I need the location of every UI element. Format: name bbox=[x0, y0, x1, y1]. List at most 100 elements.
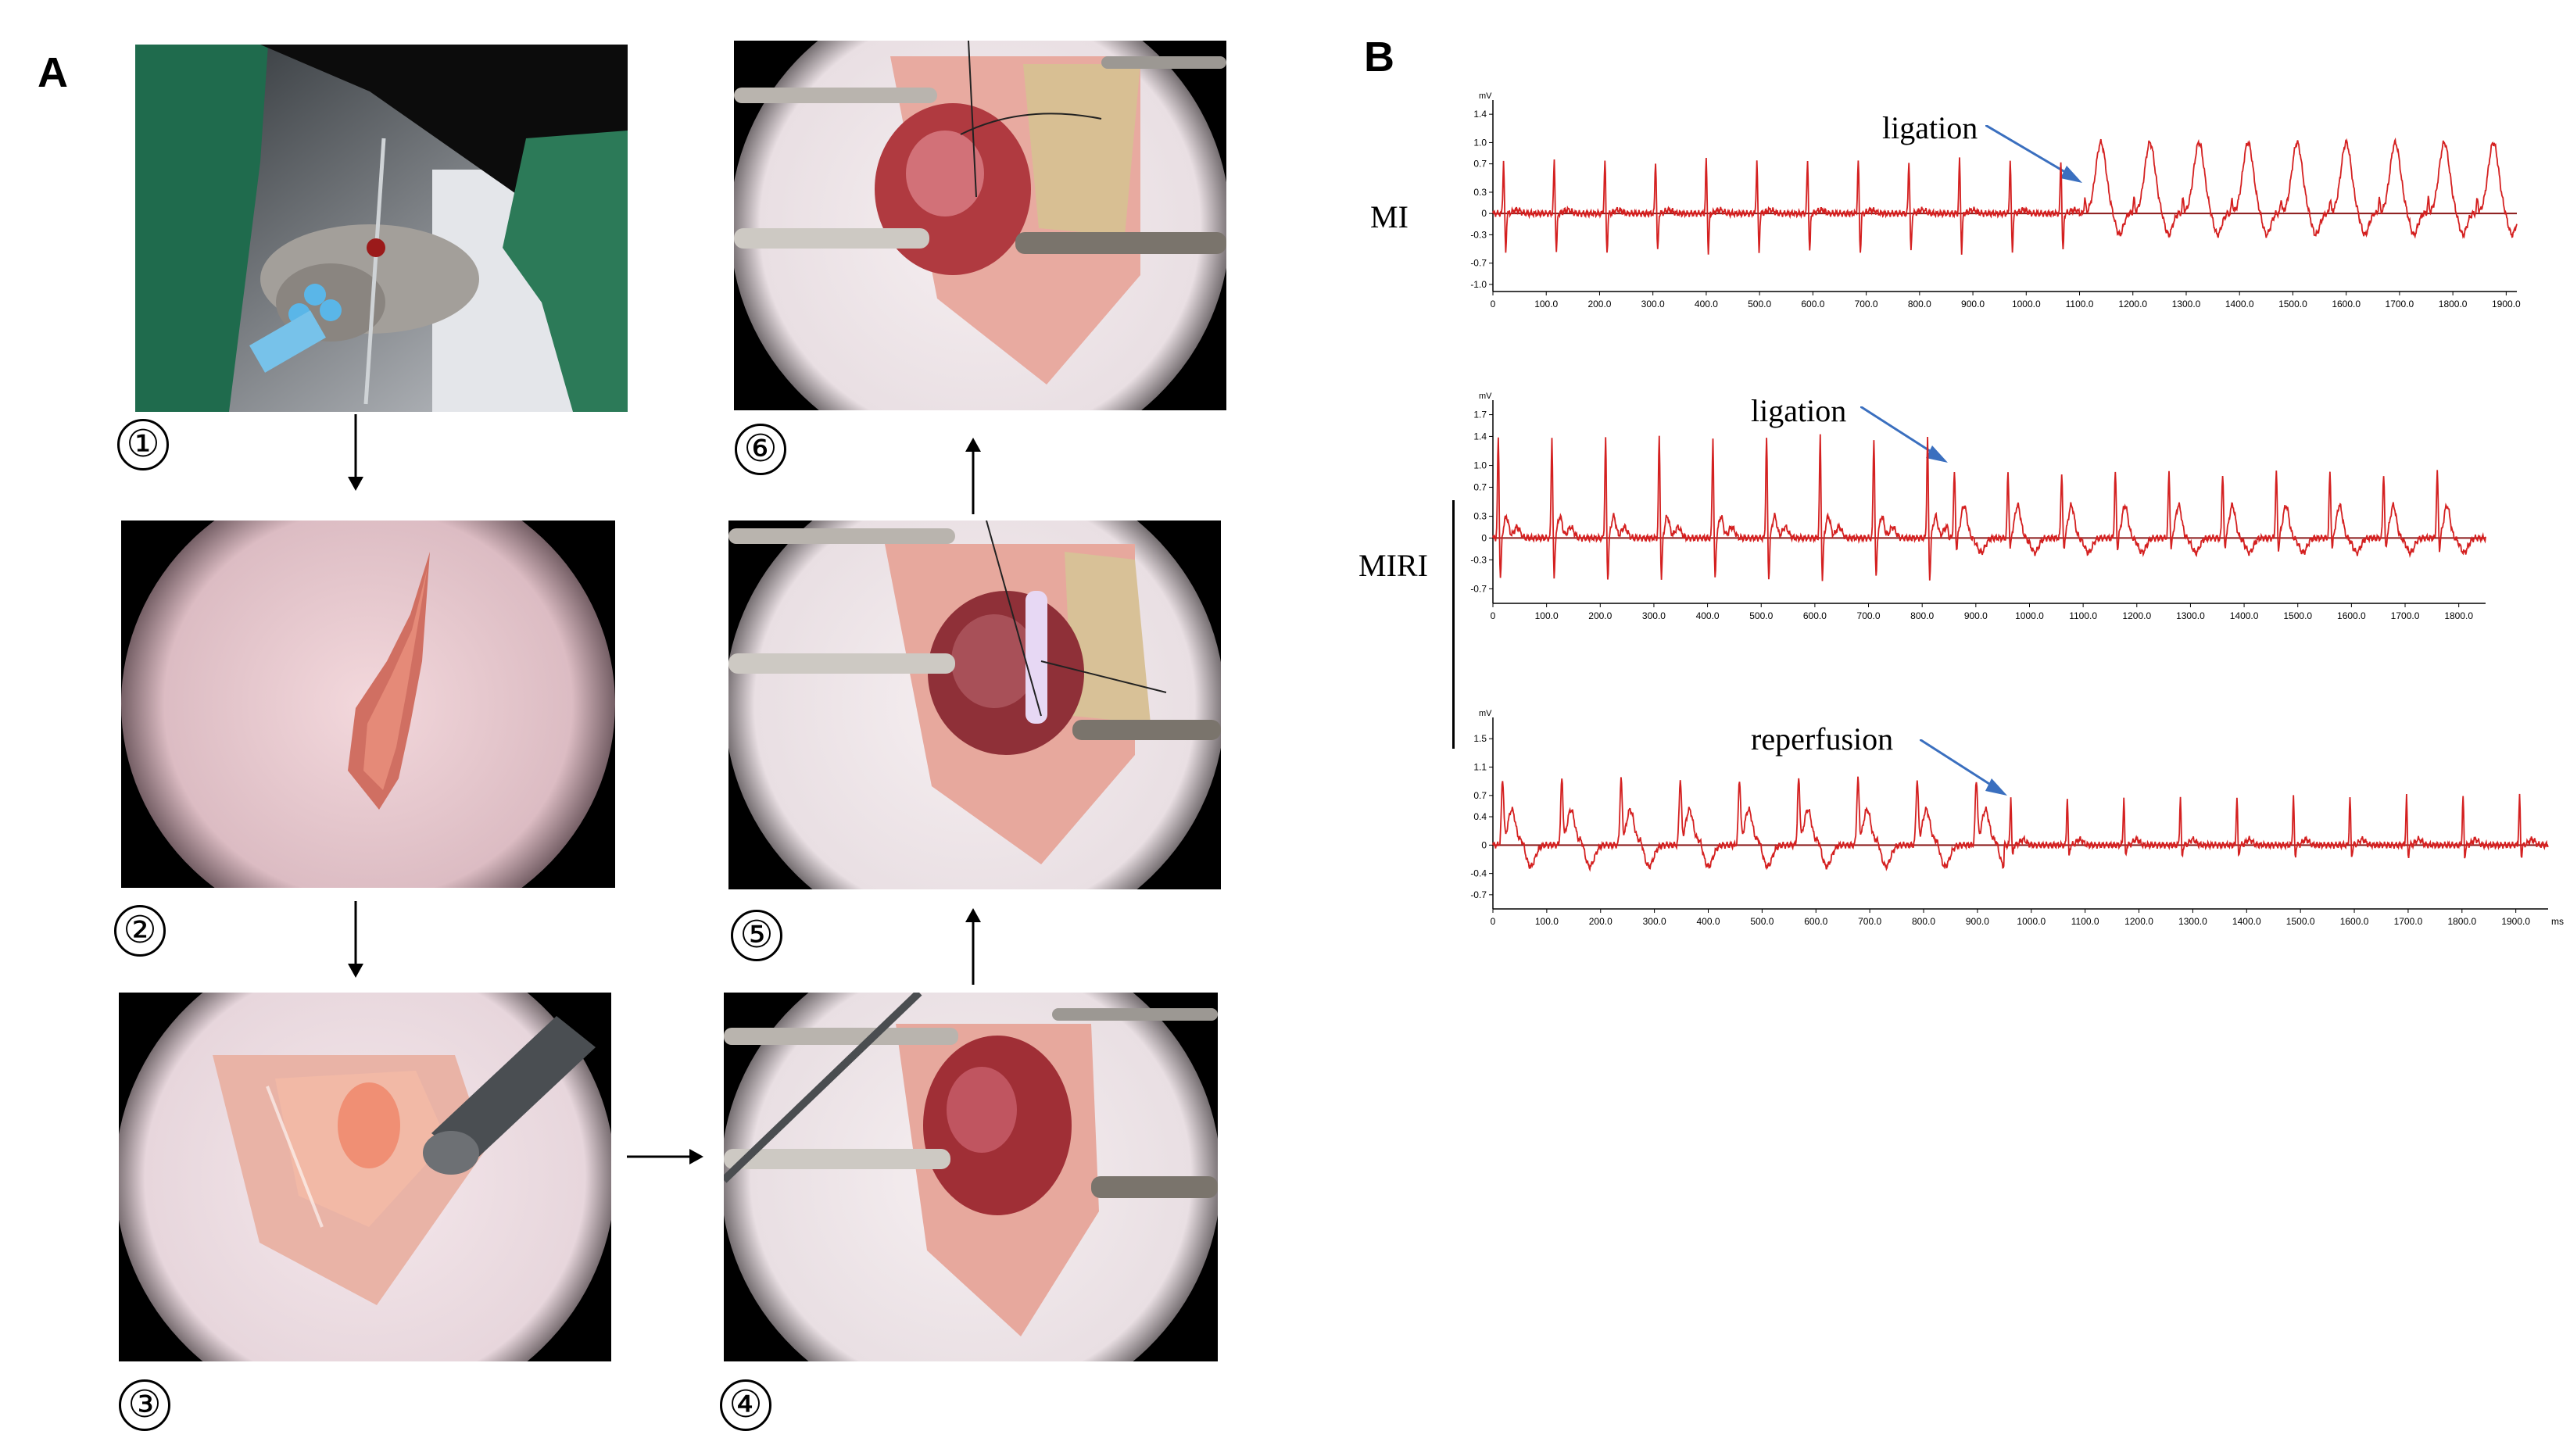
y-tick-label: 0 bbox=[1481, 208, 1487, 219]
y-tick-label: 0.7 bbox=[1473, 481, 1487, 492]
x-tick-label: 1300.0 bbox=[2178, 916, 2207, 927]
x-tick-label: 900.0 bbox=[1964, 610, 1988, 621]
x-tick-label: 400.0 bbox=[1695, 299, 1718, 309]
annotation-arrow-miri-ligation bbox=[1860, 406, 1948, 463]
y-tick-label: 1.5 bbox=[1473, 733, 1487, 744]
x-tick-label: 1400.0 bbox=[2232, 916, 2261, 927]
ecg-trace bbox=[1492, 776, 2549, 872]
x-tick-label: 700.0 bbox=[1858, 916, 1881, 927]
x-tick-label: 1900.0 bbox=[2492, 299, 2521, 309]
x-tick-label: 800.0 bbox=[1912, 916, 1935, 927]
y-tick-label: 1.7 bbox=[1473, 410, 1487, 420]
x-tick-label: 600.0 bbox=[1803, 610, 1827, 621]
x-tick-label: 1400.0 bbox=[2230, 610, 2259, 621]
y-tick-label: -0.3 bbox=[1470, 554, 1487, 565]
y-tick-label: 1.4 bbox=[1473, 431, 1487, 442]
y-tick-label: 0.3 bbox=[1473, 187, 1487, 198]
y-tick-label: 1.0 bbox=[1473, 460, 1487, 471]
x-tick-label: 100.0 bbox=[1535, 610, 1559, 621]
ecg-chart-mi: mV 1.4 1.0 0.7 0.3 0 -0.3 -0.7 -1.0 0 100.0 200.0 30… bbox=[1470, 91, 2521, 309]
x-tick-label: 1300.0 bbox=[2176, 610, 2205, 621]
x-tick-label: 1700.0 bbox=[2391, 610, 2420, 621]
y-tick-label: 1.4 bbox=[1473, 109, 1487, 120]
miri-bracket-line bbox=[1452, 500, 1455, 749]
x-tick-label: 1600.0 bbox=[2340, 916, 2369, 927]
x-tick-label: 1500.0 bbox=[2283, 610, 2312, 621]
ecg-chart-miri-ligation: mV 1.7 1.4 1.0 0.7 0.3 0 -0.3 -0.7 0 100.0 200.0 300… bbox=[1470, 392, 2486, 621]
y-tick-label: -0.7 bbox=[1470, 889, 1487, 900]
y-tick-label: -0.4 bbox=[1470, 868, 1487, 879]
x-tick-label: 600.0 bbox=[1804, 916, 1827, 927]
y-tick-label: 0.3 bbox=[1473, 511, 1487, 522]
step-number-5: ⑤ bbox=[731, 910, 782, 961]
x-tick-label: 500.0 bbox=[1749, 610, 1773, 621]
x-tick-label: 1100.0 bbox=[2066, 299, 2094, 309]
x-tick-label: 700.0 bbox=[1855, 299, 1878, 309]
x-tick-label: 1800.0 bbox=[2444, 610, 2473, 621]
x-tick-label: 1800.0 bbox=[2439, 299, 2468, 309]
x-tick-label: 1700.0 bbox=[2394, 916, 2423, 927]
y-tick-label: -0.7 bbox=[1470, 583, 1487, 594]
x-tick-label: 200.0 bbox=[1589, 916, 1613, 927]
x-tick-label: 300.0 bbox=[1641, 299, 1665, 309]
photo-step-4 bbox=[724, 993, 1218, 1361]
y-tick-label: -0.7 bbox=[1470, 258, 1487, 269]
x-tick-label: 1600.0 bbox=[2337, 610, 2366, 621]
x-tick-label: 1500.0 bbox=[2278, 299, 2307, 309]
x-tick-label: 500.0 bbox=[1748, 299, 1771, 309]
x-tick-label: 300.0 bbox=[1642, 610, 1666, 621]
x-tick-label: 1400.0 bbox=[2225, 299, 2254, 309]
x-tick-label: 1600.0 bbox=[2332, 299, 2361, 309]
x-tick-label: 900.0 bbox=[1966, 916, 1989, 927]
x-tick-label: 0 bbox=[1491, 610, 1496, 621]
y-unit-label: mV bbox=[1479, 91, 1492, 101]
step-number-3: ③ bbox=[119, 1379, 170, 1431]
x-tick-label: 100.0 bbox=[1534, 299, 1558, 309]
arrow-2-to-3 bbox=[348, 901, 363, 978]
x-tick-label: 1700.0 bbox=[2386, 299, 2414, 309]
ecg-trace bbox=[1492, 434, 2486, 581]
x-tick-label: 1800.0 bbox=[2447, 916, 2476, 927]
x-tick-label: 1100.0 bbox=[2071, 916, 2099, 927]
x-tick-label: 1000.0 bbox=[2017, 916, 2046, 927]
y-unit-label: mV bbox=[1479, 709, 1492, 718]
ecg-chart-miri-reperfusion: mV 1.5 1.1 0.7 0.4 0 -0.4 -0.7 0 100.0 200.0 300.0 4… bbox=[1470, 709, 2564, 927]
photo-step-2 bbox=[121, 521, 615, 888]
step-number-6: ⑥ bbox=[735, 424, 786, 475]
annotation-arrow-mi bbox=[1985, 125, 2082, 183]
y-tick-label: 0 bbox=[1481, 532, 1487, 543]
arrow-4-to-5 bbox=[965, 908, 981, 985]
annotation-ligation-mi: ligation bbox=[1882, 110, 1978, 145]
photo-step-3 bbox=[119, 993, 611, 1361]
x-tick-label: 800.0 bbox=[1910, 610, 1934, 621]
y-tick-label: -0.3 bbox=[1470, 229, 1487, 240]
arrow-5-to-6 bbox=[965, 438, 981, 514]
x-tick-label: 1100.0 bbox=[2069, 610, 2097, 621]
x-tick-label: 1000.0 bbox=[2015, 610, 2044, 621]
group-label-mi: MI bbox=[1370, 199, 1408, 234]
arrow-3-to-4 bbox=[627, 1149, 703, 1164]
x-tick-label: 1200.0 bbox=[2118, 299, 2147, 309]
x-unit-label: ms bbox=[2551, 916, 2564, 927]
x-tick-label: 0 bbox=[1491, 299, 1496, 309]
step-number-2: ② bbox=[114, 905, 166, 957]
annotation-ligation-miri: ligation bbox=[1751, 393, 1847, 428]
y-tick-label: 0 bbox=[1481, 839, 1487, 850]
x-tick-label: 100.0 bbox=[1535, 916, 1559, 927]
x-tick-label: 300.0 bbox=[1643, 916, 1666, 927]
y-tick-label: 1.0 bbox=[1473, 137, 1487, 148]
x-tick-label: 1900.0 bbox=[2501, 916, 2530, 927]
y-unit-label: mV bbox=[1479, 392, 1492, 401]
x-tick-label: 1000.0 bbox=[2012, 299, 2041, 309]
x-tick-label: 200.0 bbox=[1587, 299, 1611, 309]
x-tick-label: 500.0 bbox=[1750, 916, 1774, 927]
step-number-1: ① bbox=[117, 419, 169, 470]
y-tick-label: 0.7 bbox=[1473, 790, 1487, 801]
x-tick-label: 1500.0 bbox=[2286, 916, 2315, 927]
annotation-reperfusion: reperfusion bbox=[1751, 721, 1894, 757]
x-tick-label: 1200.0 bbox=[2124, 916, 2153, 927]
y-tick-label: 0.4 bbox=[1473, 811, 1487, 822]
panel-a-letter: A bbox=[38, 49, 68, 96]
y-tick-label: 1.1 bbox=[1473, 762, 1487, 773]
group-label-miri: MIRI bbox=[1358, 548, 1428, 583]
